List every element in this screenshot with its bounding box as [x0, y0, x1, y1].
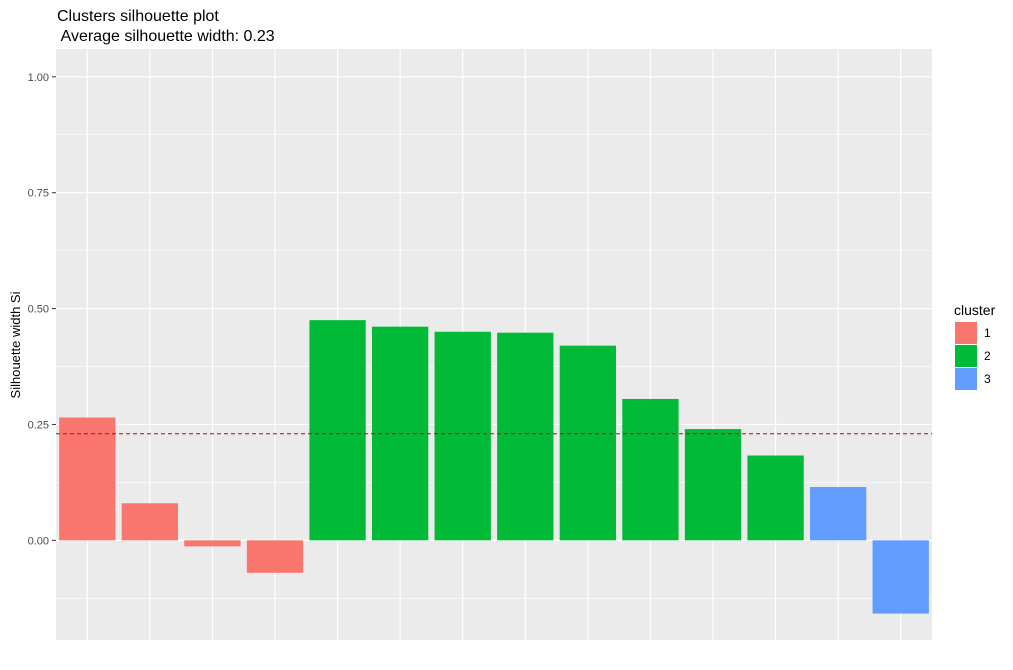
legend-title: cluster — [954, 302, 996, 318]
y-tick-label: 1.00 — [28, 72, 49, 84]
silhouette-bar — [559, 345, 617, 541]
silhouette-bar — [872, 540, 929, 614]
legend: cluster 1 2 3 — [954, 302, 996, 390]
legend-swatch — [955, 368, 977, 390]
plot-panel — [56, 49, 932, 640]
silhouette-bar — [809, 487, 867, 541]
chart-title: Clusters silhouette plot — [57, 8, 219, 25]
silhouette-bar — [309, 320, 366, 541]
silhouette-bar — [121, 503, 179, 541]
y-tick-label: 0.50 — [28, 304, 49, 316]
legend-swatch — [955, 345, 977, 367]
legend-label: 2 — [984, 349, 991, 363]
y-tick-label: 0.25 — [28, 419, 49, 431]
silhouette-bar — [184, 540, 241, 547]
silhouette-bar — [434, 331, 491, 541]
y-axis: 0.00 0.25 0.50 0.75 1.00 — [28, 72, 56, 547]
chart-subtitle: Average silhouette width: 0.23 — [57, 28, 275, 45]
silhouette-bar — [59, 417, 116, 541]
silhouette-bar — [497, 332, 554, 541]
silhouette-bar — [622, 398, 679, 541]
legend-label: 3 — [984, 372, 991, 386]
y-tick-label: 0.75 — [28, 188, 49, 200]
legend-label: 1 — [984, 326, 991, 340]
silhouette-bar — [747, 455, 804, 541]
legend-swatch — [955, 322, 977, 344]
silhouette-bar — [246, 540, 304, 573]
y-tick-label: 0.00 — [28, 535, 49, 547]
silhouette-bar — [684, 429, 742, 541]
y-axis-label: Silhouette width Si — [8, 291, 23, 398]
